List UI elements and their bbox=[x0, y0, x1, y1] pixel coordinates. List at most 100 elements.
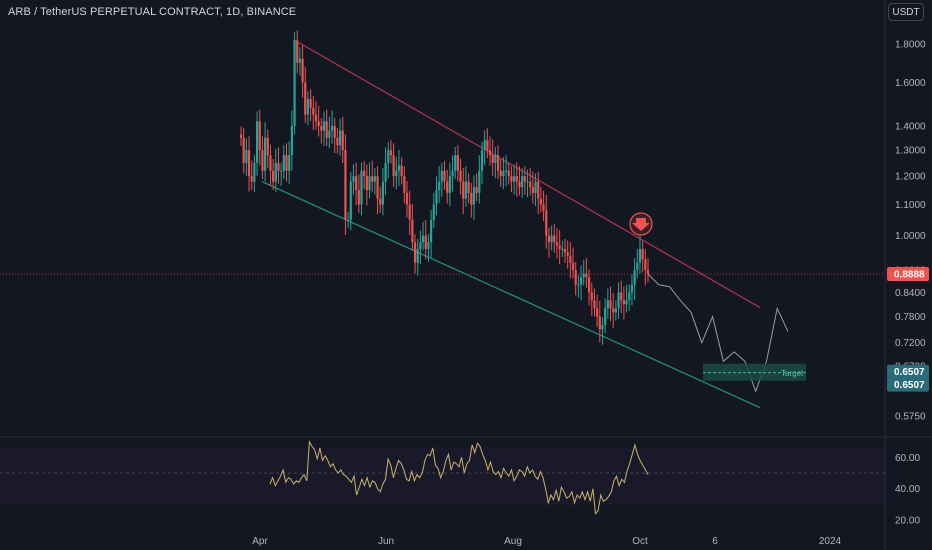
chart-title: ARB / TetherUS PERPETUAL CONTRACT, 1D, B… bbox=[8, 6, 297, 18]
candle-body bbox=[411, 219, 414, 243]
candle-body bbox=[636, 262, 639, 270]
price-tick-label: 1.1000 bbox=[895, 200, 926, 211]
candle-body bbox=[435, 190, 438, 205]
candle-body bbox=[245, 150, 248, 163]
candle-body bbox=[534, 181, 537, 193]
candle-body bbox=[486, 140, 489, 151]
candle-body bbox=[462, 181, 465, 199]
time-tick-label: Oct bbox=[632, 536, 648, 547]
candle-body bbox=[392, 155, 395, 177]
price-tick-label: 0.7200 bbox=[895, 338, 926, 349]
rsi-band bbox=[0, 447, 885, 505]
candle-body bbox=[250, 176, 253, 182]
time-tick-label: Jun bbox=[378, 536, 394, 547]
currency-button[interactable]: USDT bbox=[888, 3, 924, 21]
candle-body bbox=[617, 292, 620, 309]
candle-body bbox=[472, 187, 476, 205]
candle-body bbox=[475, 187, 478, 193]
candle-body bbox=[630, 284, 634, 293]
candle-body bbox=[587, 277, 591, 293]
candle-body bbox=[456, 155, 459, 171]
candle-body bbox=[625, 300, 628, 305]
candle-body bbox=[408, 204, 411, 220]
candle-body bbox=[523, 176, 526, 182]
time-tick-label: 2024 bbox=[819, 536, 842, 547]
candle-body bbox=[373, 176, 376, 182]
candle-body bbox=[365, 176, 368, 191]
price-tick-label: 1.3000 bbox=[895, 146, 926, 157]
candle-body bbox=[620, 292, 623, 301]
candle-body bbox=[467, 181, 470, 193]
candle-body bbox=[622, 300, 626, 305]
candle-body bbox=[480, 150, 484, 171]
last-price-badge-bg bbox=[887, 267, 929, 282]
candle-body bbox=[355, 176, 358, 191]
candle-body bbox=[488, 150, 492, 156]
candle-body bbox=[547, 235, 551, 243]
candle-body bbox=[483, 140, 486, 151]
candle-body bbox=[628, 292, 631, 301]
candle-body bbox=[384, 162, 387, 182]
candle-body bbox=[347, 219, 350, 221]
candle-body bbox=[405, 192, 409, 205]
candle-body bbox=[242, 137, 245, 163]
candle-body bbox=[545, 210, 548, 236]
candle-body bbox=[360, 170, 363, 205]
candle-body bbox=[274, 162, 277, 182]
candle-body bbox=[239, 134, 243, 138]
candle-body bbox=[427, 242, 430, 249]
candle-body bbox=[448, 176, 451, 193]
candle-body bbox=[553, 235, 556, 243]
candle-body bbox=[338, 130, 342, 146]
candle-body bbox=[478, 170, 481, 193]
candle-body bbox=[561, 248, 564, 250]
candle-body bbox=[320, 125, 323, 131]
candle-body bbox=[330, 125, 334, 131]
candle-body bbox=[349, 181, 352, 220]
candle-body bbox=[298, 58, 302, 63]
arrow-down-icon bbox=[632, 218, 650, 231]
candle-body bbox=[290, 125, 293, 156]
candle-body bbox=[413, 242, 417, 263]
price-tick-label: 0.7800 bbox=[895, 312, 926, 323]
candle-body bbox=[266, 137, 269, 156]
candle-body bbox=[515, 176, 518, 182]
candle-body bbox=[491, 155, 494, 163]
candle-body bbox=[397, 165, 401, 171]
candle-body bbox=[341, 130, 344, 151]
candle-body bbox=[263, 137, 267, 171]
candle-body bbox=[309, 99, 312, 108]
target-price-badge-2-bg bbox=[887, 377, 929, 392]
candle-body bbox=[585, 273, 588, 278]
target-label: Target bbox=[781, 369, 804, 378]
candle-body bbox=[459, 170, 462, 182]
candle-body bbox=[609, 300, 612, 309]
candle-body bbox=[526, 181, 529, 183]
candle-body bbox=[558, 245, 561, 249]
target-price-badge-bg bbox=[887, 364, 929, 379]
price-tick-label: 0.8400 bbox=[895, 288, 926, 299]
candle-body bbox=[322, 121, 326, 131]
rsi-tick-label: 40.00 bbox=[895, 484, 920, 495]
candle-body bbox=[280, 170, 283, 172]
candle-body bbox=[352, 176, 355, 182]
candle-body bbox=[288, 155, 291, 171]
time-tick-label: 6 bbox=[712, 536, 718, 547]
candle-body bbox=[306, 99, 310, 115]
candle-body bbox=[296, 40, 299, 63]
candle-body bbox=[539, 198, 542, 205]
time-tick-label: Apr bbox=[252, 536, 268, 547]
candle-body bbox=[443, 170, 446, 182]
candle-body bbox=[277, 162, 280, 171]
candle-body bbox=[419, 242, 422, 249]
candle-body bbox=[379, 198, 382, 205]
candle-body bbox=[304, 82, 307, 115]
candle-body bbox=[638, 248, 642, 263]
candle-body bbox=[333, 125, 336, 138]
candle-body bbox=[376, 176, 379, 199]
time-tick-label: Aug bbox=[504, 536, 522, 547]
candle-body bbox=[550, 235, 553, 243]
price-tick-label: 1.8000 bbox=[895, 40, 926, 51]
